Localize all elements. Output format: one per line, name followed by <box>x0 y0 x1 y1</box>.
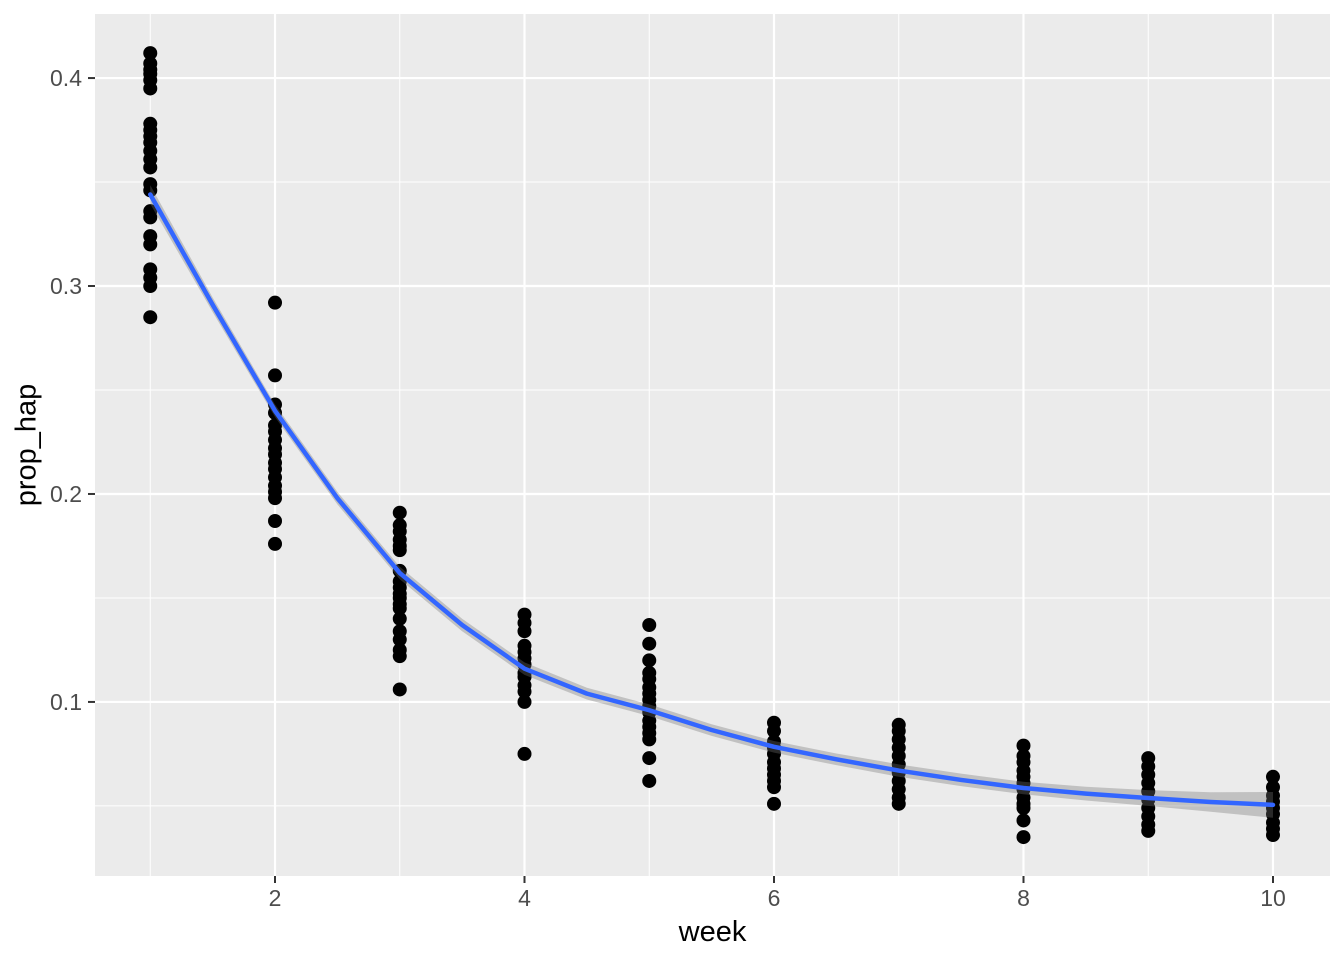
data-point <box>143 160 158 175</box>
data-point <box>268 368 283 383</box>
data-point <box>891 796 906 811</box>
data-point <box>1265 828 1280 843</box>
data-point <box>1016 800 1031 815</box>
y-tick-label: 0.1 <box>50 689 82 715</box>
data-point <box>1016 738 1031 753</box>
data-point <box>642 636 657 651</box>
data-point <box>392 543 407 558</box>
x-tick-label: 10 <box>1260 885 1286 911</box>
data-point <box>1141 823 1156 838</box>
data-point <box>392 682 407 697</box>
y-tick-label: 0.2 <box>50 481 82 507</box>
smooth-line <box>148 192 1276 808</box>
data-point <box>767 796 782 811</box>
data-point <box>1016 813 1031 828</box>
data-point <box>143 237 158 252</box>
data-point <box>642 653 657 668</box>
data-point <box>268 536 283 551</box>
data-point <box>143 210 158 225</box>
x-tick-label: 2 <box>269 885 282 911</box>
x-tick-label: 6 <box>768 885 781 911</box>
data-point <box>268 295 283 310</box>
data-point <box>143 279 158 294</box>
data-point <box>517 684 532 699</box>
data-point <box>143 310 158 325</box>
data-point <box>1016 830 1031 845</box>
data-point <box>642 751 657 766</box>
y-tick-label: 0.3 <box>50 273 82 299</box>
data-point <box>517 694 532 709</box>
data-point <box>143 81 158 96</box>
y-tick-label: 0.4 <box>50 65 82 91</box>
data-point <box>392 611 407 626</box>
data-point <box>642 732 657 747</box>
y-axis-title: prop_hap <box>10 383 43 507</box>
data-point <box>767 724 782 739</box>
x-tick-label: 4 <box>518 885 531 911</box>
data-point <box>143 183 158 198</box>
data-point <box>642 773 657 788</box>
x-tick-label: 8 <box>1017 885 1030 911</box>
data-point <box>143 46 158 61</box>
data-point <box>642 617 657 632</box>
data-point <box>1265 769 1280 784</box>
data-point <box>392 649 407 664</box>
data-point <box>392 632 407 647</box>
data-point <box>517 746 532 761</box>
data-point <box>767 780 782 795</box>
data-point <box>268 491 283 506</box>
data-point <box>392 505 407 520</box>
data-point <box>392 601 407 616</box>
x-axis-title: week <box>678 916 747 948</box>
data-point <box>268 514 283 529</box>
data-point <box>517 624 532 639</box>
